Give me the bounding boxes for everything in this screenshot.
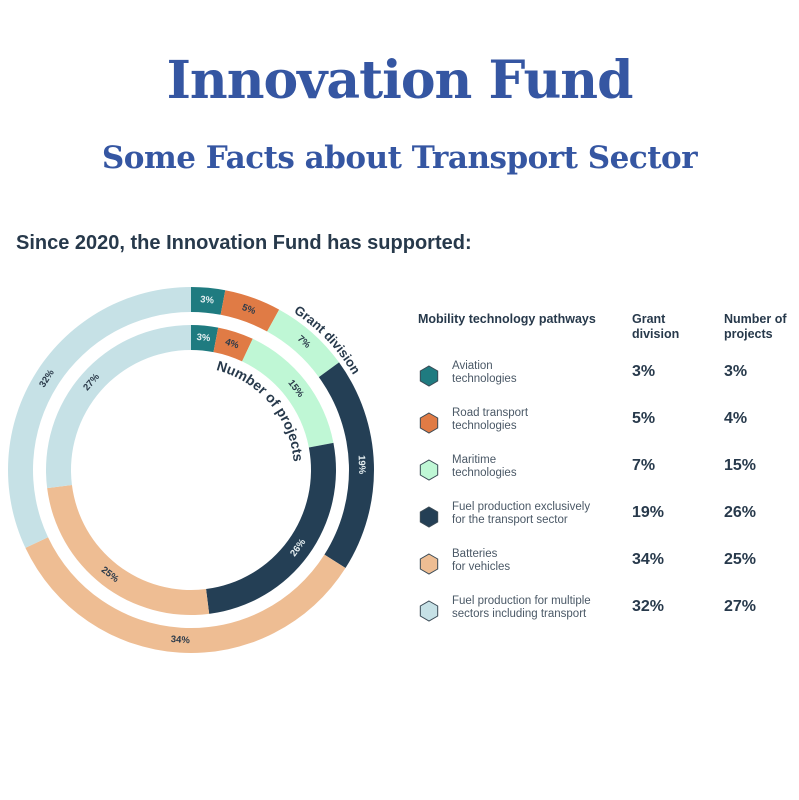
header-pathways: Mobility technology pathways bbox=[418, 312, 596, 326]
row-label: Aviation technologies bbox=[452, 360, 517, 385]
hexagon-swatch-icon bbox=[419, 459, 439, 481]
hexagon-swatch-icon bbox=[419, 412, 439, 434]
donut-segment bbox=[45, 325, 191, 489]
donut-segment bbox=[206, 442, 336, 614]
segment-label: 4% bbox=[224, 337, 241, 352]
donut-segment bbox=[191, 287, 226, 315]
donut-segment bbox=[8, 287, 192, 548]
segment-label: 3% bbox=[200, 294, 215, 306]
table-row: Fuel production exclusively for the trans… bbox=[418, 501, 798, 541]
table-row: Batteries for vehicles 34% 25% bbox=[418, 548, 798, 588]
hexagon-swatch-icon bbox=[419, 506, 439, 528]
hexagon-swatch-icon bbox=[419, 553, 439, 575]
donut-chart: 3%5%7%19%34%32%3% 4%15%26%25%27%Grant div… bbox=[8, 287, 374, 653]
header-grant: Grant division bbox=[632, 312, 680, 341]
hexagon-swatch-icon bbox=[419, 365, 439, 387]
grant-value: 34% bbox=[632, 551, 665, 568]
grant-value: 32% bbox=[632, 598, 665, 615]
table-row: Road transport technologies 5% 4% bbox=[418, 407, 798, 447]
donut-segment bbox=[220, 290, 280, 332]
table-row: Maritime technologies 7% 15% bbox=[418, 454, 798, 494]
grant-value: 5% bbox=[632, 410, 656, 427]
table-row: Aviation technologies 3% 3% bbox=[418, 360, 798, 400]
page-subtitle: Some Facts about Transport Sector bbox=[101, 140, 698, 176]
donut-segment bbox=[242, 338, 334, 448]
grant-value: 19% bbox=[632, 504, 665, 521]
row-label: Fuel production for multiple sectors incl… bbox=[452, 595, 591, 620]
row-label: Batteries for vehicles bbox=[452, 548, 511, 573]
hexagon-swatch-icon bbox=[419, 600, 439, 622]
grant-value: 7% bbox=[632, 457, 656, 474]
donut-segment bbox=[213, 327, 253, 362]
donut-segment bbox=[267, 309, 340, 378]
row-label: Road transport technologies bbox=[452, 407, 529, 432]
projects-value: 3% bbox=[724, 363, 748, 380]
header-projects: Number of projects bbox=[724, 312, 787, 341]
segment-label: 19% bbox=[356, 455, 368, 475]
donut-segment bbox=[47, 485, 210, 615]
segment-label: 34% bbox=[170, 634, 190, 646]
table-row: Fuel production for multiple sectors incl… bbox=[418, 595, 798, 635]
page-title: Innovation Fund bbox=[166, 50, 634, 111]
donut-segment bbox=[25, 537, 346, 653]
projects-value: 15% bbox=[724, 457, 757, 474]
projects-value: 26% bbox=[724, 504, 757, 521]
donut-segment bbox=[318, 362, 374, 569]
row-label: Maritime technologies bbox=[452, 454, 517, 479]
segment-label: 5% bbox=[240, 302, 257, 317]
grant-value: 3% bbox=[632, 363, 656, 380]
row-label: Fuel production exclusively for the trans… bbox=[452, 501, 591, 526]
projects-value: 27% bbox=[724, 598, 757, 615]
lead-text: Since 2020, the Innovation Fund has supp… bbox=[16, 232, 472, 254]
projects-value: 4% bbox=[724, 410, 748, 427]
segment-label: 3% bbox=[196, 332, 211, 344]
donut-segment bbox=[191, 325, 219, 353]
projects-value: 25% bbox=[724, 551, 757, 568]
